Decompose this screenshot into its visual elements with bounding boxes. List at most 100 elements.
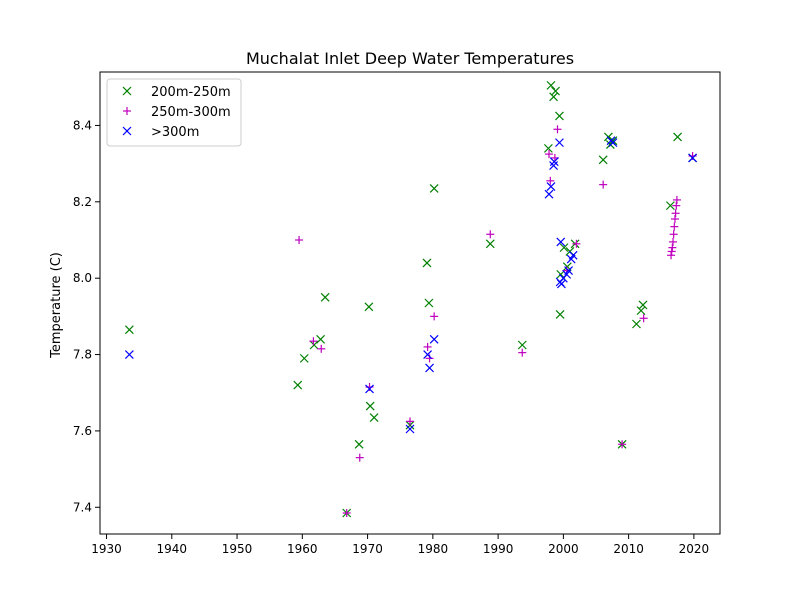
data-point-series-1 (555, 310, 565, 319)
data-point-series-3 (425, 363, 435, 373)
x-tick-label: 2010 (613, 542, 644, 556)
x-tick-label: 1980 (418, 542, 449, 556)
data-point-series-2 (423, 342, 432, 351)
legend-marker (122, 126, 132, 136)
data-point-series-3 (549, 161, 559, 170)
data-point-series-2 (672, 201, 681, 210)
data-point-series-1 (517, 340, 527, 350)
data-point-series-2 (670, 222, 679, 231)
x-tick-label: 2000 (548, 542, 579, 556)
data-point-series-3 (688, 153, 698, 163)
data-point-series-1 (365, 401, 375, 411)
data-point-series-1 (424, 298, 434, 308)
data-point-series-1 (369, 413, 379, 422)
data-point-series-1 (559, 243, 569, 253)
data-point-series-3 (555, 138, 564, 148)
data-point-series-1 (316, 334, 326, 344)
data-point-series-2 (518, 348, 527, 357)
data-point-series-2 (572, 239, 581, 248)
data-point-series-1 (549, 92, 559, 102)
data-point-series-3 (568, 250, 578, 260)
data-point-series-2 (486, 230, 495, 239)
data-point-series-3 (608, 138, 618, 148)
data-point-series-1 (124, 325, 134, 335)
data-point-series-1 (673, 132, 683, 142)
x-tick-label: 1950 (222, 542, 253, 556)
data-point-series-2 (546, 176, 555, 185)
x-tick-label: 1990 (483, 542, 514, 556)
data-point-series-2 (355, 453, 364, 462)
plot-area-frame (99, 71, 721, 535)
data-point-series-3 (429, 334, 439, 344)
data-point-series-1 (422, 258, 432, 268)
legend-label: >300m (151, 125, 199, 140)
data-point-series-1 (638, 300, 648, 310)
data-point-series-3 (544, 189, 554, 199)
data-point-series-1 (364, 302, 374, 312)
x-tick-label: 1940 (157, 542, 188, 556)
data-point-series-3 (556, 237, 566, 247)
y-tick-label: 7.8 (73, 348, 92, 362)
data-point-series-1 (598, 155, 608, 165)
data-point-series-2 (669, 237, 678, 246)
data-point-series-1 (636, 306, 646, 316)
legend: 200m-250m 250m-300m >300m (106, 78, 242, 147)
data-point-series-3 (124, 350, 134, 359)
data-point-series-1 (551, 86, 560, 96)
data-point-series-3 (549, 157, 559, 167)
data-point-series-2 (670, 215, 679, 223)
y-axis-label: Temperature (C) (49, 252, 64, 359)
data-point-series-1 (555, 111, 564, 121)
legend-label: 250m-300m (151, 105, 231, 120)
legend-marker (122, 86, 132, 96)
y-tick-label: 7.6 (73, 424, 92, 438)
y-tick-label: 8.2 (73, 195, 92, 209)
data-point-series-2 (669, 230, 678, 239)
legend-marker (123, 107, 131, 115)
x-tick-label: 1930 (91, 542, 122, 556)
data-point-series-3 (405, 424, 415, 434)
axis-ticks: 1930 1940 1950 1960 1970 1980 1990 2000 2010 2020… (73, 118, 709, 556)
data-point-series-3 (423, 350, 433, 359)
data-point-series-2 (599, 180, 608, 189)
x-tick-label: 2020 (679, 542, 710, 556)
data-point-series-1 (293, 380, 303, 390)
data-point-series-1 (320, 292, 330, 302)
y-tick-label: 8.4 (73, 118, 92, 132)
legend-box (106, 78, 242, 147)
data-point-series-3 (365, 384, 374, 394)
chart-title: Muchalat Inlet Deep Water Temperatures (246, 49, 574, 68)
data-point-series-2 (639, 314, 648, 323)
data-point-series-2 (295, 236, 304, 244)
data-point-series-1 (665, 201, 675, 211)
data-point-series-2 (342, 509, 351, 517)
data-point-series-1 (485, 239, 495, 249)
data-point-series-1 (608, 136, 618, 146)
data-point-series-2 (317, 344, 326, 353)
data-point-series-1 (299, 353, 309, 363)
data-point-series-1 (429, 184, 439, 193)
data-point-series-2 (667, 251, 676, 260)
data-point-series-2 (618, 440, 627, 449)
data-point-series-3 (564, 266, 574, 275)
data-point-series-2 (309, 337, 318, 346)
data-point-series-2 (672, 195, 681, 204)
data-point-series-3 (546, 182, 556, 191)
data-point-series-2 (553, 125, 562, 134)
data-point-series-2 (671, 209, 680, 218)
data-point-series-2 (545, 150, 554, 159)
legend-label: 200m-250m (151, 85, 231, 100)
data-marks (124, 80, 698, 518)
y-tick-label: 7.4 (73, 500, 92, 514)
data-point-series-2 (406, 417, 414, 426)
data-point-series-3 (556, 279, 566, 289)
x-tick-label: 1970 (352, 542, 383, 556)
data-point-series-2 (668, 243, 677, 252)
data-point-series-2 (430, 312, 439, 321)
x-tick-label: 1960 (287, 542, 318, 556)
data-point-series-2 (667, 247, 676, 256)
data-point-series-1 (543, 143, 553, 153)
data-point-series-1 (546, 80, 556, 90)
data-point-series-1 (632, 319, 641, 329)
